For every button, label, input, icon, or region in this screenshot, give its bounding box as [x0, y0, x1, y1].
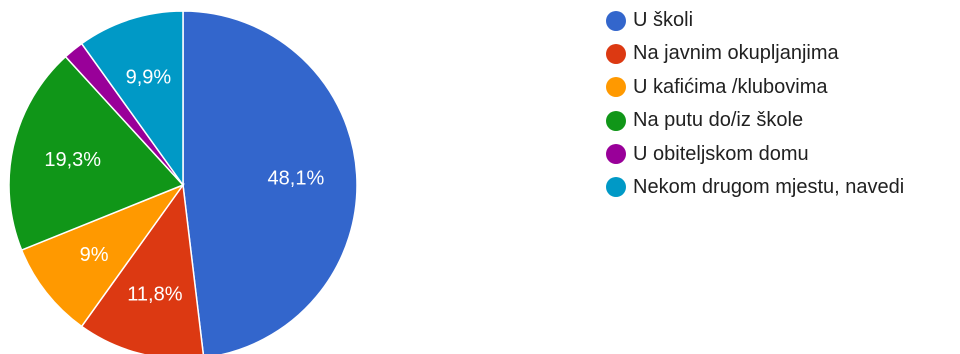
slice-data-label: 11,8% — [127, 284, 182, 306]
legend-label: Na putu do/iz škole — [633, 109, 804, 132]
legend-label: U školi — [633, 9, 694, 31]
legend: U školi Na javnim okupljanjima U kafićima … — [606, 9, 904, 209]
legend-item: U kafićima /klubovima — [606, 76, 904, 99]
pie-slice — [182, 10, 358, 354]
legend-swatch-icon — [606, 110, 626, 131]
pie-labels: 48,1% 11,8% 9% 19,3% 9,9% — [44, 66, 324, 305]
slice-data-label: 9% — [80, 244, 109, 266]
legend-item: Na javnim okupljanjima — [606, 42, 904, 65]
legend-label: U obiteljskom domu — [633, 142, 809, 165]
legend-item: U školi — [606, 9, 904, 32]
legend-item: Nekom drugom mjestu, navedi — [606, 176, 904, 199]
pie-slice — [8, 55, 185, 252]
legend-item: Na putu do/iz škole — [606, 109, 904, 132]
legend-swatch-icon — [606, 177, 626, 198]
legend-swatch-icon — [606, 10, 626, 31]
pie-slices — [8, 10, 358, 354]
legend-item: U obiteljskom domu — [606, 143, 904, 166]
slice-data-label: 9,9% — [126, 66, 172, 88]
pie-slice — [20, 183, 186, 328]
slice-data-label: 19,3% — [44, 149, 101, 171]
legend-swatch-icon — [606, 43, 626, 64]
legend-label: Nekom drugom mjestu, navedi — [633, 175, 905, 198]
legend-swatch-icon — [606, 77, 626, 98]
pie-chart: 48,1% 11,8% 9% 19,3% 9,9% — [8, 10, 358, 354]
legend-label: U kafićima /klubovima — [633, 75, 828, 98]
legend-label: Na javnim okupljanjima — [633, 42, 839, 65]
legend-swatch-icon — [606, 144, 626, 165]
slice-data-label: 48,1% — [268, 167, 325, 189]
pie-slice — [80, 10, 184, 188]
